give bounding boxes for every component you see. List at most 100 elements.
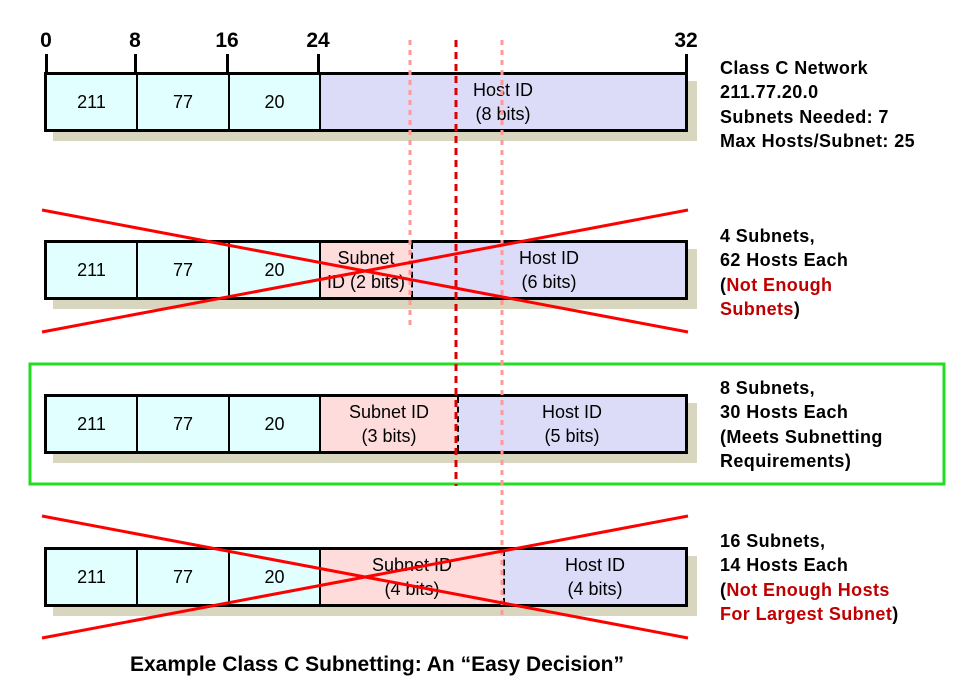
- address-row-two-bit: 211 77 20 Subnet ID (2 bits) Host ID (6 …: [44, 240, 697, 309]
- octet-cell: 20: [228, 397, 319, 451]
- bit-tick: [226, 54, 229, 72]
- subnet-id-cell: Subnet ID (3 bits): [319, 397, 457, 451]
- address-row-original: 211 77 20 Host ID (8 bits): [44, 72, 697, 141]
- description-line: For Largest Subnet): [720, 602, 899, 626]
- octet-cell: 211: [47, 75, 136, 129]
- octet-value: 211: [77, 414, 106, 434]
- bit-label-24: 24: [306, 29, 330, 52]
- octet-value: 211: [77, 567, 106, 587]
- description-line: 14 Hosts Each: [720, 553, 899, 577]
- host-id-label: Host ID: [518, 248, 579, 268]
- octet-value: 211: [77, 92, 106, 112]
- host-id-cell: Host ID (5 bits): [457, 397, 685, 451]
- description-text: ): [892, 603, 899, 624]
- octet-value: 77: [172, 414, 194, 434]
- octet-cell: 211: [47, 550, 136, 604]
- description-text: 62 Hosts Each: [720, 250, 849, 271]
- subnet-id-cell: Subnet ID (4 bits): [319, 550, 503, 604]
- description-line: (Not Enough: [720, 273, 848, 297]
- subnet-id-bits: ID (2 bits): [326, 272, 405, 292]
- description-text: ): [793, 298, 801, 319]
- description-line: (Meets Subnetting: [720, 425, 883, 449]
- description-text: 14 Hosts Each: [720, 555, 849, 576]
- subnet-id-bits: (4 bits): [384, 579, 440, 599]
- description-text: (: [720, 274, 727, 295]
- host-id-label: Host ID: [472, 80, 533, 100]
- bit-label-16: 16: [215, 29, 239, 52]
- description-text: (: [720, 579, 727, 600]
- octet-cell: 77: [136, 550, 228, 604]
- octet-value: 20: [264, 260, 285, 280]
- bit-tick: [317, 54, 320, 72]
- host-id-bits: (5 bits): [544, 426, 600, 446]
- description-text: (Meets Subnetting: [720, 426, 883, 447]
- host-id-cell: Host ID (8 bits): [319, 75, 685, 129]
- host-id-bits: (4 bits): [567, 579, 623, 599]
- description-line: Requirements): [720, 449, 883, 473]
- octet-cell: 211: [47, 243, 136, 297]
- address-bar: 211 77 20 Subnet ID (2 bits) Host ID (6 …: [44, 240, 688, 300]
- subnet-id-label: Subnet: [337, 248, 395, 268]
- address-row-three-bit: 211 77 20 Subnet ID (3 bits) Host ID (5 …: [44, 394, 697, 463]
- row-description-three-bit: 8 Subnets, 30 Hosts Each (Meets Subnetti…: [720, 376, 883, 473]
- subnet-id-bits: (3 bits): [361, 426, 417, 446]
- description-line: Subnets): [720, 297, 848, 321]
- warning-text: For Largest Subnet: [720, 603, 893, 624]
- warning-text: Not Enough: [726, 274, 833, 295]
- description-text: Requirements): [720, 450, 852, 471]
- description-line: (Not Enough Hosts: [720, 578, 899, 602]
- octet-cell: 20: [228, 243, 319, 297]
- address-bar: 211 77 20 Subnet ID (3 bits) Host ID (5 …: [44, 394, 688, 454]
- address-bar: 211 77 20 Host ID (8 bits): [44, 72, 688, 132]
- bit-tick: [685, 54, 688, 72]
- description-line: 30 Hosts Each: [720, 400, 883, 424]
- host-id-label: Host ID: [541, 402, 602, 422]
- subnet-id-cell: Subnet ID (2 bits): [319, 243, 411, 297]
- octet-value: 20: [264, 567, 285, 587]
- bit-label-0: 0: [40, 29, 52, 52]
- row-description-original: Class C Network 211.77.20.0 Subnets Need…: [720, 56, 915, 153]
- address-row-four-bit: 211 77 20 Subnet ID (4 bits) Host ID (4 …: [44, 547, 697, 616]
- octet-cell: 211: [47, 397, 136, 451]
- description-line: 4 Subnets,: [720, 224, 848, 248]
- octet-cell: 77: [136, 397, 228, 451]
- figure-caption: Example Class C Subnetting: An “Easy Dec…: [129, 653, 624, 676]
- octet-cell: 77: [136, 75, 228, 129]
- octet-value: 20: [264, 414, 285, 434]
- host-id-label: Host ID: [564, 555, 625, 575]
- description-line: 16 Subnets,: [720, 529, 899, 553]
- address-bar: 211 77 20 Subnet ID (4 bits) Host ID (4 …: [44, 547, 688, 607]
- description-line: Max Hosts/Subnet: 25: [720, 130, 916, 151]
- description-line: Subnets Needed: 7: [720, 106, 889, 127]
- octet-value: 77: [172, 92, 194, 112]
- warning-text: Subnets: [720, 298, 794, 319]
- description-line: 211.77.20.0: [720, 82, 819, 103]
- host-id-cell: Host ID (6 bits): [411, 243, 685, 297]
- description-text: 30 Hosts Each: [720, 402, 849, 423]
- subnet-id-label: Subnet ID: [371, 555, 453, 575]
- bit-label-32: 32: [674, 29, 698, 52]
- row-description-two-bit: 4 Subnets, 62 Hosts Each (Not Enough Sub…: [720, 224, 848, 321]
- description-text: 16 Subnets,: [720, 531, 826, 551]
- description-text: 8 Subnets,: [720, 378, 816, 398]
- description-line: 62 Hosts Each: [720, 248, 848, 272]
- bit-label-8: 8: [129, 29, 141, 52]
- row-description-four-bit: 16 Subnets, 14 Hosts Each (Not Enough Ho…: [720, 529, 899, 626]
- octet-cell: 77: [136, 243, 228, 297]
- octet-cell: 20: [228, 75, 319, 129]
- octet-value: 211: [77, 260, 106, 280]
- bit-tick: [45, 54, 48, 72]
- warning-text: Not Enough Hosts: [726, 579, 890, 600]
- octet-value: 20: [264, 92, 285, 112]
- octet-cell: 20: [228, 550, 319, 604]
- subnet-id-label: Subnet ID: [348, 402, 430, 422]
- octet-value: 77: [172, 260, 194, 280]
- host-id-bits: (8 bits): [475, 104, 531, 124]
- octet-value: 77: [172, 567, 194, 587]
- bit-tick: [134, 54, 137, 72]
- description-text: 4 Subnets,: [720, 226, 816, 246]
- host-id-bits: (6 bits): [521, 272, 577, 292]
- description-line: 8 Subnets,: [720, 376, 883, 400]
- description-line: Class C Network: [720, 58, 869, 78]
- host-id-cell: Host ID (4 bits): [503, 550, 685, 604]
